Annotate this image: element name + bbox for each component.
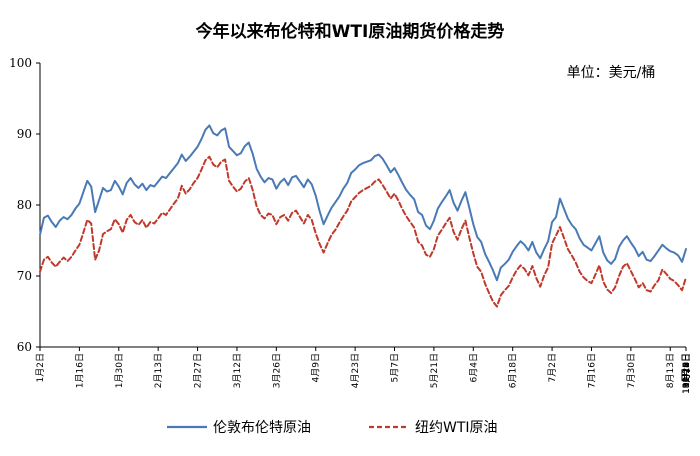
chart-title: 今年以来布伦特和WTI原油期货价格走势: [196, 21, 505, 42]
x-tick-label: 7月30日: [626, 353, 637, 388]
x-tick-label: 2月27日: [193, 353, 204, 388]
x-tick-label: 12月3日: [681, 353, 692, 388]
x-tick-label: 10月8日: [681, 353, 692, 388]
x-tick-label: 8月27日: [681, 353, 692, 388]
x-tick-label: 7月16日: [586, 353, 597, 388]
x-tick-label: 8月13日: [665, 353, 676, 388]
x-tick-label: 3月26日: [271, 353, 282, 388]
x-tick-label: 2月13日: [153, 353, 164, 388]
y-ticks: 60 70 80 90 100: [9, 56, 40, 354]
x-tick-label: 6月4日: [468, 353, 479, 382]
y-tick-label: 90: [17, 127, 32, 141]
y-tick-label: 70: [17, 269, 32, 283]
unit-label: 单位：美元/桶: [567, 65, 656, 81]
x-tick-label: 7月2日: [547, 353, 558, 382]
legend-label-brent: 伦敦布伦特原油: [213, 420, 311, 436]
y-tick-label: 80: [17, 198, 32, 212]
x-ticks: 1月2日 1月16日 1月30日 2月13日 2月27日 3月12日 3月26日 4月9日 4月…: [35, 347, 692, 394]
x-tick-label: 5月7日: [390, 353, 401, 382]
legend: 伦敦布伦特原油 纽约WTI原油: [167, 420, 498, 436]
x-tick-label: 1月16日: [74, 353, 85, 388]
y-tick-label: 60: [17, 340, 32, 354]
legend-label-wti: 纽约WTI原油: [415, 420, 498, 436]
x-tick-label: 4月9日: [311, 353, 322, 382]
x-tick-label: 11月19日: [681, 353, 692, 394]
series-layer: [39, 124, 687, 308]
y-tick-label: 100: [9, 56, 32, 70]
x-tick-label: 10月22日: [681, 353, 692, 394]
x-tick-label: 3月12日: [232, 353, 243, 388]
x-tick-label: 4月23日: [350, 353, 361, 388]
x-tick-label: 1月30日: [114, 353, 125, 388]
series-line-wti: [39, 155, 687, 308]
x-tick-label: 1月2日: [35, 353, 46, 382]
x-tick-label: 9月24日: [681, 353, 692, 388]
x-tick-label: 11月5日: [681, 353, 692, 388]
x-tick-label: 9月10日: [681, 353, 692, 388]
x-tick-label: 5月21日: [429, 353, 440, 388]
x-tick-label: 6月18日: [508, 353, 519, 388]
series-line-brent: [39, 124, 687, 282]
